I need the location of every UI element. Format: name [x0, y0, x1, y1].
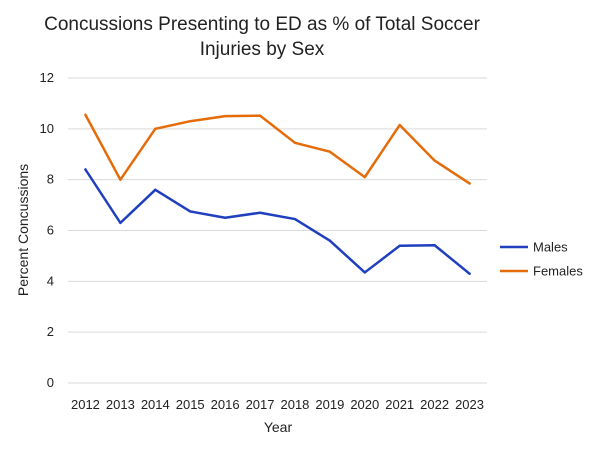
x-tick-label: 2019 — [315, 397, 344, 412]
data-point-females — [468, 182, 471, 185]
x-tick-label: 2012 — [71, 397, 100, 412]
y-tick-label: 0 — [47, 375, 54, 390]
y-tick-label: 2 — [47, 324, 54, 339]
y-tick-label: 8 — [47, 172, 54, 187]
data-point-females — [223, 114, 227, 118]
data-point-males — [433, 244, 436, 247]
data-point-females — [154, 127, 157, 131]
chart-title: Concussions Presenting to ED as % of Tot… — [44, 14, 480, 60]
data-point-males — [154, 188, 157, 192]
x-tick-label: 2022 — [420, 397, 449, 412]
x-axis-label: Year — [264, 419, 293, 435]
data-point-males — [84, 168, 87, 171]
y-tick-label: 10 — [40, 121, 54, 136]
data-point-females — [398, 123, 401, 127]
data-point-males — [223, 216, 227, 219]
x-tick-label: 2016 — [211, 397, 240, 412]
data-point-females — [258, 114, 262, 117]
legend-label-females: Females — [533, 264, 583, 279]
data-point-males — [328, 239, 332, 242]
legend-label-males: Males — [533, 240, 568, 255]
data-point-females — [433, 159, 436, 162]
y-axis-ticks: 0 2 4 6 8 10 12 — [40, 70, 54, 390]
y-tick-label: 12 — [40, 70, 54, 85]
y-tick-label: 4 — [47, 273, 54, 288]
x-tick-label: 2015 — [176, 397, 205, 412]
data-point-males — [189, 210, 192, 213]
data-point-females — [328, 150, 332, 153]
y-axis-label: Percent Concussions — [15, 164, 31, 296]
data-point-females — [84, 113, 87, 117]
data-point-males — [363, 271, 366, 274]
x-axis-ticks: 2012 2013 2014 2015 2016 2017 2018 2019 2020 2021… — [71, 397, 484, 412]
x-tick-label: 2014 — [141, 397, 170, 412]
data-point-males — [468, 272, 471, 275]
data-point-females — [293, 141, 297, 145]
chart-title-line-2: Injuries by Sex — [200, 39, 325, 60]
gridlines — [68, 77, 487, 384]
data-point-females — [189, 120, 192, 123]
y-tick-label: 6 — [47, 223, 54, 238]
data-point-males — [119, 221, 122, 225]
series-lines — [84, 113, 471, 275]
x-tick-label: 2018 — [280, 397, 309, 412]
data-point-females — [363, 175, 366, 179]
data-point-females — [119, 178, 122, 181]
x-tick-label: 2013 — [106, 397, 135, 412]
data-point-males — [398, 244, 401, 247]
chart-title-line-1: Concussions Presenting to ED as % of Tot… — [44, 14, 480, 35]
x-tick-label: 2021 — [385, 397, 414, 412]
series-line-males — [84, 168, 471, 275]
x-tick-label: 2023 — [455, 397, 484, 412]
legend: Males Females — [500, 240, 583, 279]
data-point-males — [258, 211, 262, 214]
x-tick-label: 2020 — [350, 397, 379, 412]
series-line-females — [84, 113, 471, 185]
x-tick-label: 2017 — [246, 397, 275, 412]
data-point-males — [293, 217, 297, 221]
